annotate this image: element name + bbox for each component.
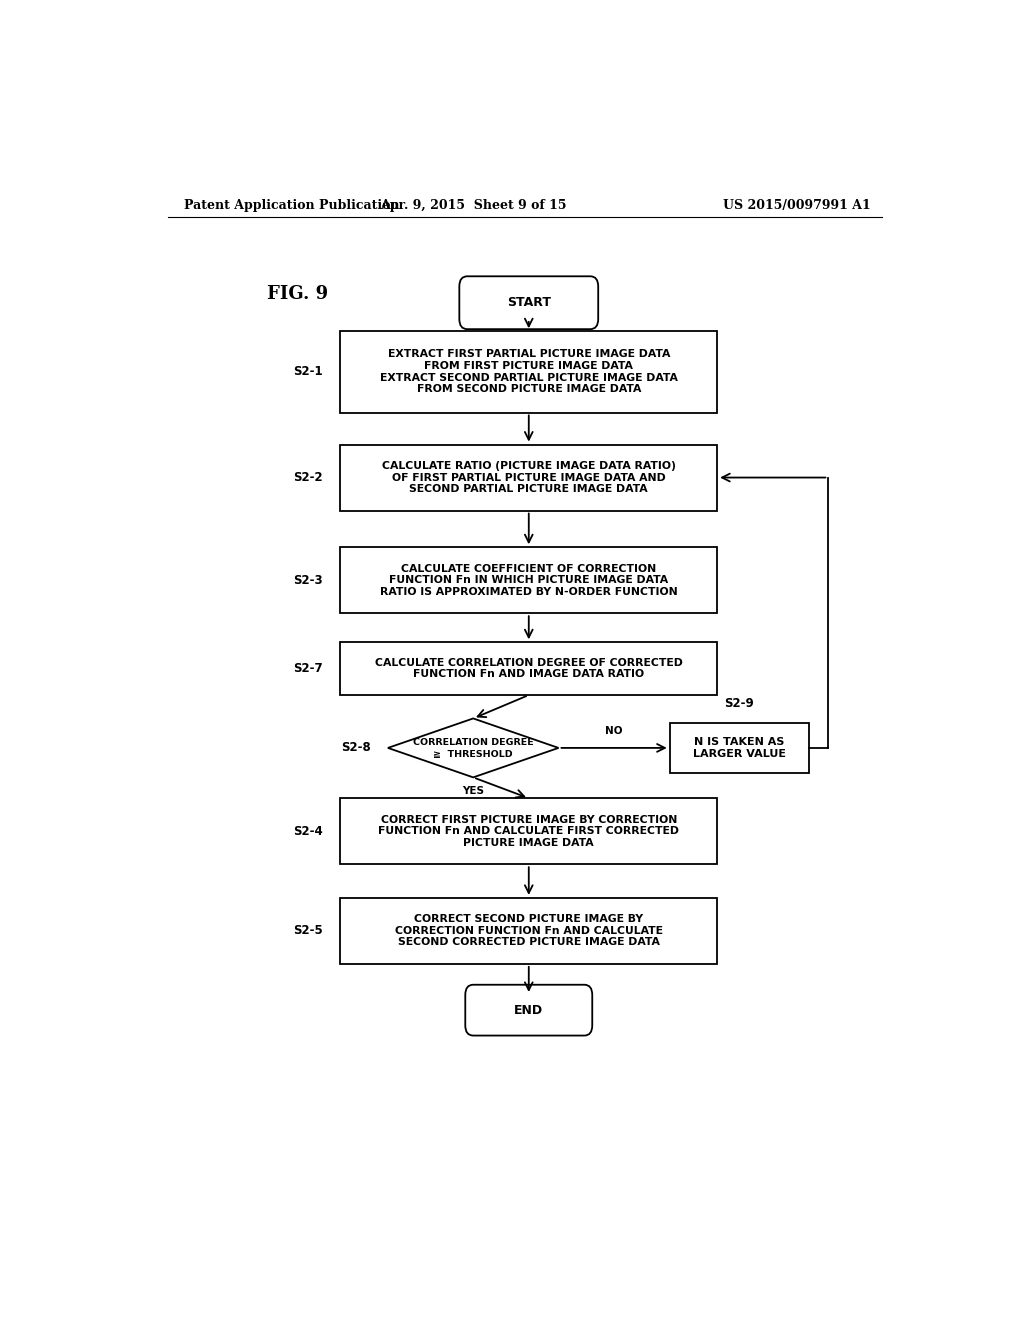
Text: N IS TAKEN AS
LARGER VALUE: N IS TAKEN AS LARGER VALUE [692,737,785,759]
Bar [340,445,717,511]
Text: CORRECT FIRST PICTURE IMAGE BY CORRECTION
FUNCTION Fn AND CALCULATE FIRST CORREC: CORRECT FIRST PICTURE IMAGE BY CORRECTIO… [378,814,679,847]
Text: NO: NO [605,726,623,735]
Polygon shape [388,718,558,777]
Text: S2-5: S2-5 [293,924,323,937]
Text: CORRELATION DEGREE
≧  THRESHOLD: CORRELATION DEGREE ≧ THRESHOLD [413,738,534,758]
Text: CALCULATE COEFFICIENT OF CORRECTION
FUNCTION Fn IN WHICH PICTURE IMAGE DATA
RATI: CALCULATE COEFFICIENT OF CORRECTION FUNC… [380,564,678,597]
Text: Apr. 9, 2015  Sheet 9 of 15: Apr. 9, 2015 Sheet 9 of 15 [380,198,566,211]
Text: S2-3: S2-3 [293,574,323,586]
Bar [340,548,717,614]
Text: CALCULATE CORRELATION DEGREE OF CORRECTED
FUNCTION Fn AND IMAGE DATA RATIO: CALCULATE CORRELATION DEGREE OF CORRECTE… [375,657,683,680]
Text: US 2015/0097991 A1: US 2015/0097991 A1 [723,198,871,211]
Text: FIG. 9: FIG. 9 [267,285,328,302]
Text: S2-9: S2-9 [724,697,754,710]
Text: START: START [507,296,551,309]
Text: YES: YES [462,785,484,796]
Bar [340,799,717,865]
Text: EXTRACT FIRST PARTIAL PICTURE IMAGE DATA
FROM FIRST PICTURE IMAGE DATA
EXTRACT S: EXTRACT FIRST PARTIAL PICTURE IMAGE DATA… [380,350,678,395]
FancyBboxPatch shape [460,276,598,329]
Text: S2-7: S2-7 [293,663,323,675]
Bar [670,722,809,774]
Text: S2-8: S2-8 [341,742,371,755]
Text: CALCULATE RATIO (PICTURE IMAGE DATA RATIO)
OF FIRST PARTIAL PICTURE IMAGE DATA A: CALCULATE RATIO (PICTURE IMAGE DATA RATI… [382,461,676,494]
FancyBboxPatch shape [465,985,592,1036]
Text: S2-1: S2-1 [293,366,323,379]
Text: S2-4: S2-4 [293,825,323,838]
Bar [340,643,717,696]
Bar [340,898,717,964]
Bar [340,331,717,412]
Text: Patent Application Publication: Patent Application Publication [183,198,399,211]
Text: S2-2: S2-2 [293,471,323,484]
Text: END: END [514,1003,544,1016]
Text: CORRECT SECOND PICTURE IMAGE BY
CORRECTION FUNCTION Fn AND CALCULATE
SECOND CORR: CORRECT SECOND PICTURE IMAGE BY CORRECTI… [395,915,663,948]
